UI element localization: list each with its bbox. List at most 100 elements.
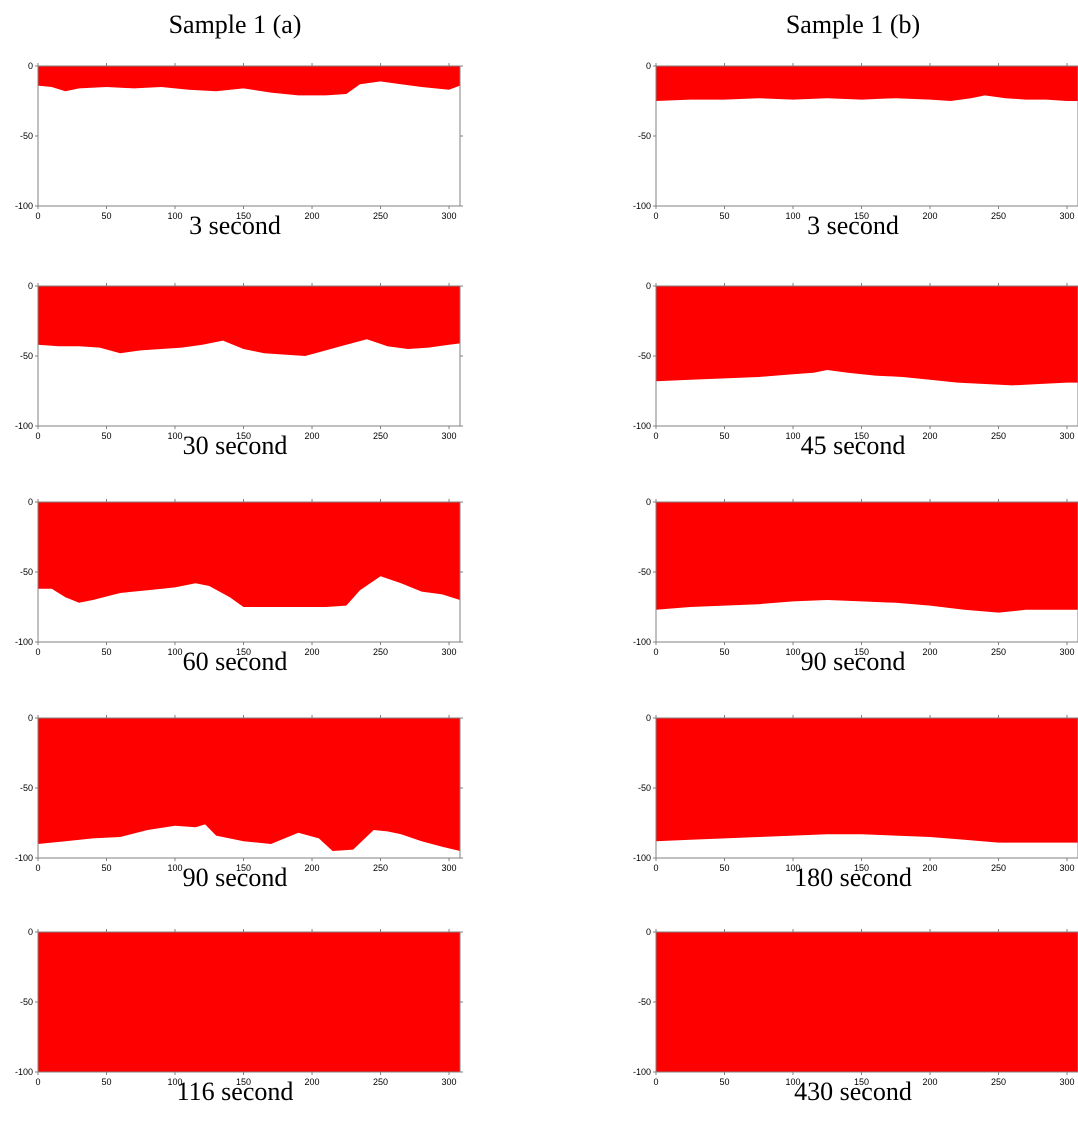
x-tick-label: 150 <box>854 1077 869 1087</box>
y-tick-label: -50 <box>20 567 33 577</box>
chart-svg: 0 50 100 150 200 250 300 0 -50 -100 <box>633 713 1078 873</box>
x-tick-label: 100 <box>167 647 182 657</box>
x-tick-label: 100 <box>167 1077 182 1087</box>
x-tick-label: 100 <box>167 211 182 221</box>
x-tick-label: 150 <box>236 1077 251 1087</box>
panel-caption: 3 second <box>189 211 281 240</box>
x-tick-label: 100 <box>785 431 800 441</box>
x-tick-label: 50 <box>719 647 729 657</box>
x-tick-label: 300 <box>1060 863 1075 873</box>
chart-panel: 0 50 100 150 200 250 300 0 -50 -100 45 second <box>618 278 1078 493</box>
y-tick-label: -100 <box>15 201 33 211</box>
chart-panel: 0 50 100 150 200 250 300 0 -50 -100 116 second <box>0 924 470 1139</box>
panel-caption: 430 second <box>794 1077 912 1106</box>
x-tick-label: 50 <box>719 211 729 221</box>
y-tick-label: -50 <box>638 567 651 577</box>
panel-caption: 30 second <box>182 431 288 460</box>
y-tick-label: 0 <box>646 713 651 723</box>
x-tick-label: 50 <box>101 647 111 657</box>
x-tick-label: 150 <box>854 863 869 873</box>
chart-svg: 0 50 100 150 200 250 300 0 -50 -100 <box>633 61 1078 221</box>
x-tick-label: 150 <box>236 431 251 441</box>
x-tick-label: 250 <box>991 863 1006 873</box>
x-tick-label: 0 <box>35 1077 40 1087</box>
x-tick-label: 50 <box>719 863 729 873</box>
filled-area <box>656 502 1078 613</box>
y-tick-label: -100 <box>633 201 651 211</box>
chart-panel: 0 50 100 150 200 250 300 0 -50 -100 90 second <box>618 494 1078 709</box>
chart-svg: 0 50 100 150 200 250 300 0 -50 -100 <box>15 281 463 441</box>
filled-area <box>38 66 460 96</box>
x-tick-label: 0 <box>653 863 658 873</box>
x-tick-label: 300 <box>442 1077 457 1087</box>
x-tick-label: 250 <box>373 211 388 221</box>
panel-caption: 90 second <box>182 863 288 892</box>
x-tick-label: 250 <box>991 211 1006 221</box>
y-tick-label: -100 <box>633 421 651 431</box>
filled-area <box>656 718 1078 843</box>
y-tick-label: -100 <box>15 853 33 863</box>
x-tick-label: 250 <box>373 431 388 441</box>
column-title-a: Sample 1 (a) <box>168 10 302 39</box>
y-tick-label: -100 <box>633 1067 651 1077</box>
x-tick-label: 300 <box>1060 1077 1075 1087</box>
y-tick-label: 0 <box>646 927 651 937</box>
x-tick-label: 0 <box>653 647 658 657</box>
x-tick-label: 200 <box>923 647 938 657</box>
chart-svg: 0 50 100 150 200 250 300 0 -50 -100 <box>15 713 463 873</box>
x-tick-label: 50 <box>719 431 729 441</box>
x-tick-label: 200 <box>923 1077 938 1087</box>
x-tick-label: 100 <box>785 647 800 657</box>
x-tick-label: 100 <box>785 211 800 221</box>
x-tick-label: 250 <box>991 431 1006 441</box>
x-tick-label: 0 <box>653 1077 658 1087</box>
chart-svg: 0 50 100 150 200 250 300 0 -50 -100 <box>15 61 463 221</box>
y-tick-label: -100 <box>633 637 651 647</box>
chart-panel: 0 50 100 150 200 250 300 0 -50 -100 60 second <box>0 494 470 709</box>
x-tick-label: 0 <box>35 431 40 441</box>
filled-area <box>656 286 1078 386</box>
y-tick-label: -50 <box>638 783 651 793</box>
y-tick-label: 0 <box>28 61 33 71</box>
chart-svg: 0 50 100 150 200 250 300 0 -50 -100 <box>15 497 463 657</box>
y-tick-label: -100 <box>15 637 33 647</box>
panel-caption: 90 second <box>800 647 906 676</box>
y-tick-label: -100 <box>15 1067 33 1077</box>
chart-svg: 0 50 100 150 200 250 300 0 -50 -100 <box>15 927 463 1087</box>
panel-caption: 116 second <box>176 1077 294 1106</box>
filled-area <box>38 932 460 1072</box>
y-tick-label: 0 <box>646 281 651 291</box>
y-tick-label: -100 <box>633 853 651 863</box>
x-tick-label: 200 <box>305 863 320 873</box>
chart-panel: 0 50 100 150 200 250 300 0 -50 -100 430 second <box>618 924 1078 1139</box>
x-tick-label: 50 <box>101 863 111 873</box>
x-tick-label: 200 <box>305 1077 320 1087</box>
y-tick-label: 0 <box>28 927 33 937</box>
x-tick-label: 100 <box>167 863 182 873</box>
x-tick-label: 300 <box>442 431 457 441</box>
chart-svg: 0 50 100 150 200 250 300 0 -50 -100 <box>633 927 1078 1087</box>
x-tick-label: 150 <box>854 647 869 657</box>
x-tick-label: 50 <box>101 1077 111 1087</box>
x-tick-label: 250 <box>373 647 388 657</box>
y-tick-label: -50 <box>638 997 651 1007</box>
x-tick-label: 50 <box>719 1077 729 1087</box>
y-tick-label: -50 <box>20 131 33 141</box>
chart-panel: 0 50 100 150 200 250 300 0 -50 -100 3 second <box>0 58 470 273</box>
y-tick-label: 0 <box>28 497 33 507</box>
y-tick-label: -50 <box>20 783 33 793</box>
x-tick-label: 200 <box>923 863 938 873</box>
x-tick-label: 200 <box>305 211 320 221</box>
x-tick-label: 200 <box>305 647 320 657</box>
panel-caption: 180 second <box>794 863 912 892</box>
chart-panel: 0 50 100 150 200 250 300 0 -50 -100 30 second <box>0 278 470 493</box>
x-tick-label: 100 <box>167 431 182 441</box>
x-tick-label: 300 <box>442 863 457 873</box>
chart-svg: 0 50 100 150 200 250 300 0 -50 -100 <box>633 497 1078 657</box>
x-tick-label: 50 <box>101 211 111 221</box>
x-tick-label: 300 <box>442 647 457 657</box>
x-tick-label: 0 <box>35 211 40 221</box>
x-tick-label: 300 <box>1060 431 1075 441</box>
x-tick-label: 250 <box>991 1077 1006 1087</box>
chart-panel: 0 50 100 150 200 250 300 0 -50 -100 180 second <box>618 710 1078 925</box>
